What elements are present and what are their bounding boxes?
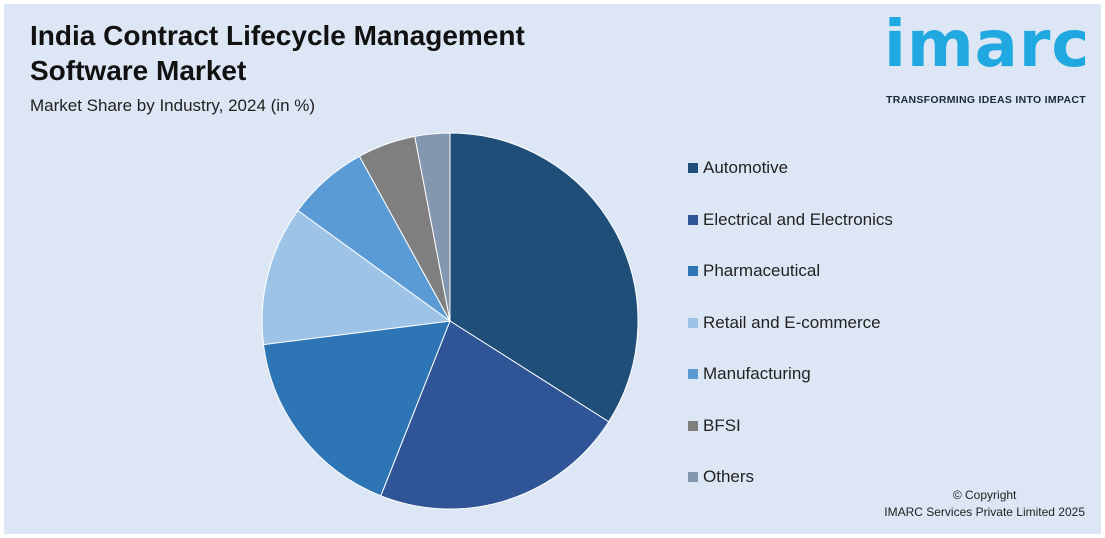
chart-legend: Automotive Electrical and Electronics Phar… (688, 157, 893, 518)
pie-slice-automotive (449, 132, 639, 423)
legend-swatch (688, 266, 698, 276)
logo-text: imarc (884, 8, 1091, 82)
legend-swatch (688, 472, 698, 482)
legend-label: Others (703, 467, 755, 486)
chart-title: India Contract Lifecycle Management Soft… (30, 18, 525, 88)
legend-label: Pharmaceutical (703, 261, 821, 280)
copyright-line-1: © Copyright (952, 488, 1017, 502)
legend-swatch (688, 369, 698, 379)
legend-label: BFSI (703, 415, 741, 435)
pie-chart (261, 132, 639, 510)
pie-slice-pharmaceutical (262, 320, 451, 497)
copyright-line-2: IMARC Services Private Limited 2025 (884, 505, 1085, 519)
chart-subtitle: Market Share by Industry, 2024 (in %) (30, 96, 316, 115)
legend-item: Others (688, 466, 893, 488)
pie-slice-electrical-and-electronics (380, 320, 610, 510)
imarc-logo: imarc TRANSFORMING IDEAS INTO IMPACT (882, 8, 1092, 110)
legend-item: Electrical and Electronics (688, 209, 893, 231)
legend-item: Retail and E-commerce (688, 312, 893, 334)
legend-swatch (688, 317, 698, 328)
pie-slice-retail-and-e-commerce (261, 209, 452, 346)
legend-item: Automotive (688, 157, 893, 179)
legend-label: Manufacturing (703, 364, 811, 383)
copyright: © Copyright IMARC Services Private Limit… (884, 487, 1085, 521)
title-line-1: India Contract Lifecycle Management (30, 20, 525, 51)
chart-frame: India Contract Lifecycle Management Soft… (4, 4, 1101, 534)
legend-swatch (688, 163, 698, 173)
legend-swatch (688, 420, 698, 431)
title-line-2: Software Market (30, 55, 247, 86)
legend-label: Electrical and Electronics (703, 209, 893, 229)
legend-swatch (688, 214, 698, 225)
legend-label: Automotive (703, 158, 789, 177)
legend-item: Pharmaceutical (688, 260, 893, 282)
legend-label: Retail and E-commerce (703, 312, 881, 332)
logo-tagline: TRANSFORMING IDEAS INTO IMPACT (886, 94, 1086, 106)
legend-item: BFSI (688, 415, 893, 437)
legend-item: Manufacturing (688, 363, 893, 385)
pie-slice-others (414, 132, 451, 322)
